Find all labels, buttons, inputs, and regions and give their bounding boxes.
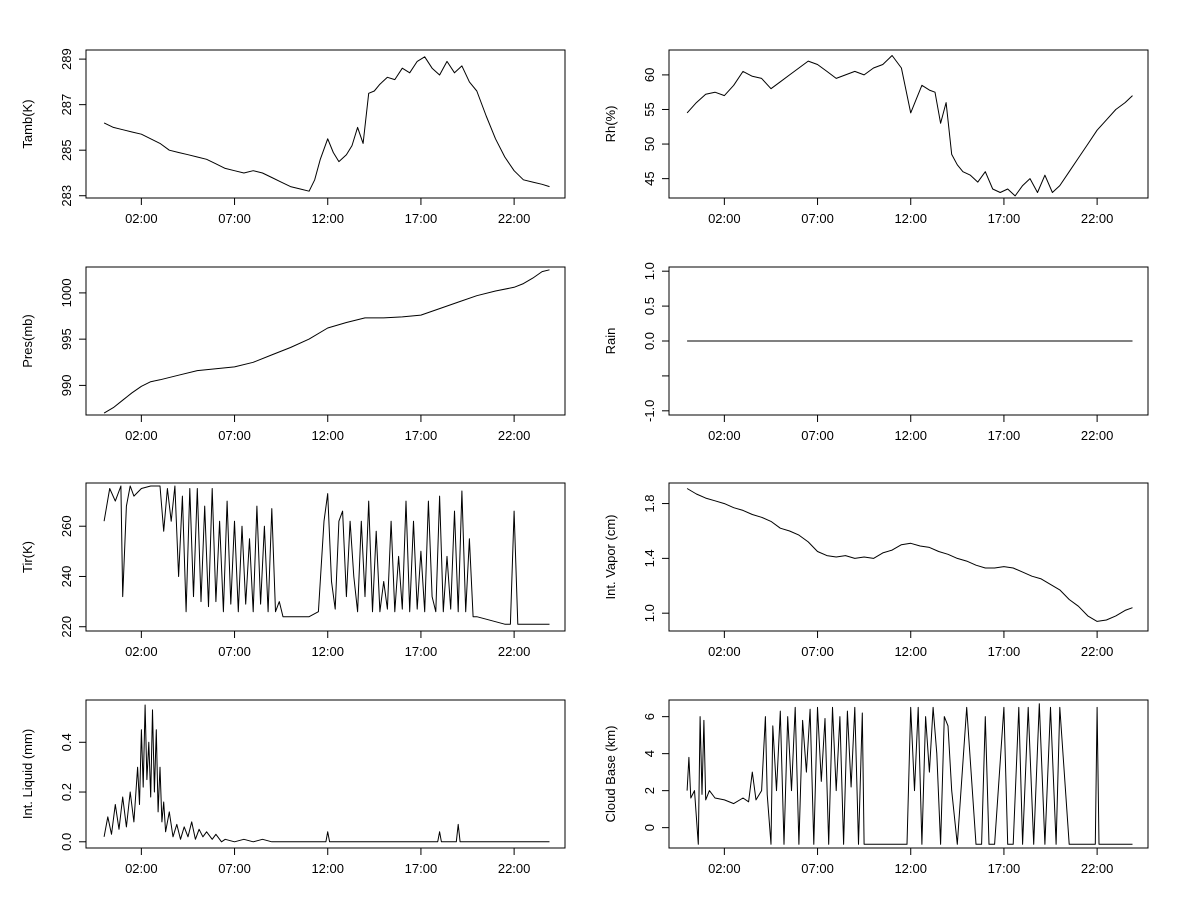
x-tick-label: 12:00 — [894, 211, 927, 226]
x-tick-label: 02:00 — [125, 428, 158, 443]
x-tick-label: 07:00 — [218, 428, 251, 443]
y-tick-label: 287 — [59, 94, 74, 116]
x-tick-label: 02:00 — [708, 211, 741, 226]
x-tick-label: 07:00 — [218, 211, 251, 226]
y-tick-label: 240 — [59, 566, 74, 588]
x-tick-label: 17:00 — [988, 428, 1021, 443]
x-tick-label: 22:00 — [498, 644, 531, 659]
y-tick-label: 55 — [642, 102, 657, 116]
y-tick-label: 1.8 — [642, 495, 657, 513]
series-line — [103, 704, 550, 843]
y-tick-label: 0.0 — [59, 833, 74, 851]
x-tick-label: 22:00 — [498, 211, 531, 226]
plot-frame — [85, 266, 566, 416]
panel-1: 02:00 07:00 12:00 17:00 22:00 45 50 55 60 Rh(%) — [603, 49, 1149, 226]
y-tick-label: 285 — [59, 139, 74, 161]
plot-frame — [668, 49, 1149, 199]
x-tick-label: 12:00 — [894, 428, 927, 443]
y-tick-label: 1.0 — [642, 262, 657, 280]
x-tick-label: 17:00 — [988, 644, 1021, 659]
x-tick-label: 02:00 — [708, 428, 741, 443]
x-tick-label: 17:00 — [988, 861, 1021, 876]
x-tick-label: 07:00 — [801, 428, 834, 443]
y-tick-label: 0.5 — [642, 297, 657, 315]
y-tick-label: 60 — [642, 68, 657, 82]
y-axis-title: Tamb(K) — [20, 99, 35, 148]
y-tick-label: -1.0 — [642, 400, 657, 422]
panel-5: 02:00 07:00 12:00 17:00 22:00 1.0 1.4 1.8 Int. V… — [603, 482, 1149, 659]
x-tick-label: 22:00 — [1081, 644, 1114, 659]
x-tick-label: 22:00 — [498, 428, 531, 443]
y-axis-title: Int. Vapor (cm) — [603, 514, 618, 599]
series-line — [103, 56, 550, 192]
x-tick-label: 17:00 — [405, 644, 438, 659]
panel-0: 02:00 07:00 12:00 17:00 22:00 283 285 287 289 Tam… — [20, 48, 566, 226]
panel-4: 02:00 07:00 12:00 17:00 22:00 220 240 260 Tir(K) — [20, 482, 566, 659]
x-tick-label: 12:00 — [311, 644, 344, 659]
y-tick-label: 260 — [59, 515, 74, 537]
x-tick-label: 02:00 — [708, 644, 741, 659]
y-tick-label: 6 — [642, 713, 657, 720]
panel-7: 02:00 07:00 12:00 17:00 22:00 0 2 4 6 Cloud Base … — [603, 699, 1149, 876]
plot-frame — [85, 49, 566, 199]
y-tick-label: 1.4 — [642, 549, 657, 567]
x-tick-label: 07:00 — [801, 644, 834, 659]
x-tick-label: 22:00 — [1081, 428, 1114, 443]
x-tick-label: 12:00 — [311, 211, 344, 226]
x-tick-label: 02:00 — [125, 211, 158, 226]
panel-3: 02:00 07:00 12:00 17:00 22:00 -1.0 0.0 0.5 1.0 Ra… — [603, 262, 1149, 443]
x-tick-label: 12:00 — [311, 861, 344, 876]
y-tick-label: 1.0 — [642, 604, 657, 622]
y-axis-title: Int. Liquid (mm) — [20, 729, 35, 819]
x-tick-label: 17:00 — [405, 861, 438, 876]
plot-frame — [85, 699, 566, 849]
y-tick-label: 289 — [59, 48, 74, 70]
y-axis-title: Tir(K) — [20, 541, 35, 573]
y-axis-title: Rh(%) — [603, 106, 618, 143]
y-tick-label: 0.2 — [59, 783, 74, 801]
plot-frame — [85, 482, 566, 632]
x-tick-label: 17:00 — [988, 211, 1021, 226]
y-tick-label: 220 — [59, 616, 74, 638]
y-tick-label: 1000 — [59, 278, 74, 307]
y-tick-label: 990 — [59, 375, 74, 397]
x-tick-label: 02:00 — [708, 861, 741, 876]
x-tick-label: 07:00 — [218, 644, 251, 659]
panel-2: 02:00 07:00 12:00 17:00 22:00 990 995 1000 Pres(… — [20, 266, 566, 443]
y-tick-label: 283 — [59, 185, 74, 207]
y-tick-label: 45 — [642, 171, 657, 185]
x-tick-label: 07:00 — [801, 861, 834, 876]
x-tick-label: 12:00 — [311, 428, 344, 443]
y-tick-label: 0.4 — [59, 733, 74, 751]
series-line — [686, 488, 1133, 622]
x-tick-label: 22:00 — [1081, 211, 1114, 226]
x-tick-label: 22:00 — [498, 861, 531, 876]
plot-frame — [668, 482, 1149, 632]
series-line — [103, 485, 550, 625]
x-tick-label: 17:00 — [405, 428, 438, 443]
plot-frame — [668, 699, 1149, 849]
series-line — [103, 269, 550, 414]
x-tick-label: 12:00 — [894, 644, 927, 659]
x-tick-label: 02:00 — [125, 861, 158, 876]
x-tick-label: 17:00 — [405, 211, 438, 226]
x-tick-label: 22:00 — [1081, 861, 1114, 876]
x-tick-label: 07:00 — [801, 211, 834, 226]
y-tick-label: 4 — [642, 750, 657, 757]
y-axis-title: Cloud Base (km) — [603, 726, 618, 823]
x-tick-label: 12:00 — [894, 861, 927, 876]
x-tick-label: 07:00 — [218, 861, 251, 876]
y-tick-label: 0 — [642, 824, 657, 831]
y-tick-label: 0.0 — [642, 332, 657, 350]
y-tick-label: 995 — [59, 328, 74, 350]
y-axis-title: Rain — [603, 328, 618, 355]
series-line — [686, 703, 1133, 845]
panel-6: 02:00 07:00 12:00 17:00 22:00 0.0 0.2 0.4 Int. L… — [20, 699, 566, 876]
y-tick-label: 2 — [642, 787, 657, 794]
x-tick-label: 02:00 — [125, 644, 158, 659]
y-axis-title: Pres(mb) — [20, 314, 35, 367]
series-line — [686, 55, 1133, 197]
y-tick-label: 50 — [642, 137, 657, 151]
